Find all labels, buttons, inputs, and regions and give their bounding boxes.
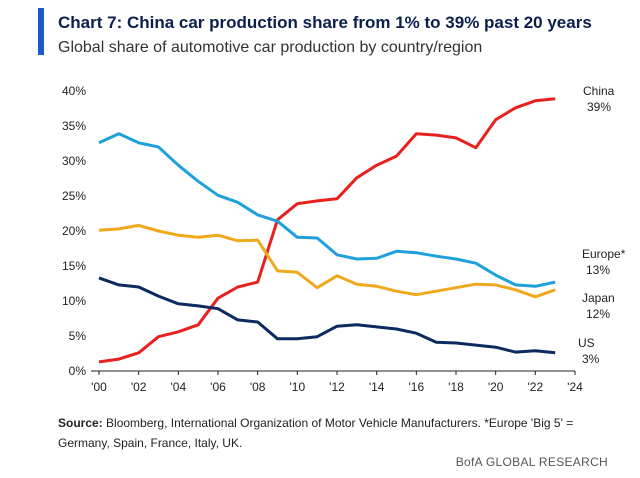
series-label: Japan <box>582 291 615 305</box>
x-tick-label: '00 <box>91 380 107 394</box>
series-line <box>98 132 556 288</box>
series-line <box>98 223 556 299</box>
chart: Chart 7: China car production share from… <box>38 8 626 394</box>
x-tick-label: '04 <box>171 380 187 394</box>
x-tick-label: '06 <box>210 380 226 394</box>
y-tick-label: 35% <box>62 119 86 133</box>
y-tick-label: 10% <box>62 294 86 308</box>
series-label: China <box>583 84 615 98</box>
series-end-label: 39% <box>587 100 611 114</box>
y-tick-label: 15% <box>62 259 86 273</box>
x-tick-label: '14 <box>369 380 385 394</box>
y-tick-label: 0% <box>69 364 87 378</box>
x-tick-label: '24 <box>567 380 583 394</box>
brand: BofA GLOBAL RESEARCH <box>455 455 608 469</box>
series-line <box>98 276 556 355</box>
x-tick-label: '20 <box>488 380 504 394</box>
y-tick-label: 25% <box>62 189 86 203</box>
series-line <box>98 97 556 364</box>
x-tick-label: '18 <box>448 380 464 394</box>
chart-subtitle: Global share of automotive car productio… <box>58 39 482 56</box>
series-end-label: 13% <box>586 263 610 277</box>
y-tick-label: 5% <box>69 329 87 343</box>
source: Source: Bloomberg, International Organiz… <box>58 413 618 453</box>
series-label: US <box>578 336 595 350</box>
source-text: Bloomberg, International Organization of… <box>58 416 574 450</box>
x-tick-label: '08 <box>250 380 266 394</box>
y-tick-label: 20% <box>62 224 86 238</box>
x-tick-label: '16 <box>409 380 425 394</box>
y-tick-label: 40% <box>62 84 86 98</box>
source-label: Source: <box>58 416 103 430</box>
series-end-label: 12% <box>586 307 610 321</box>
title-bar <box>38 8 44 55</box>
series-end-label: 3% <box>582 352 600 366</box>
x-tick-label: '10 <box>290 380 306 394</box>
series-label: Europe* <box>582 247 626 261</box>
x-tick-label: '22 <box>528 380 544 394</box>
x-tick-label: '02 <box>131 380 147 394</box>
chart-title: Chart 7: China car production share from… <box>58 13 592 32</box>
y-tick-label: 30% <box>62 154 86 168</box>
x-tick-label: '12 <box>329 380 345 394</box>
